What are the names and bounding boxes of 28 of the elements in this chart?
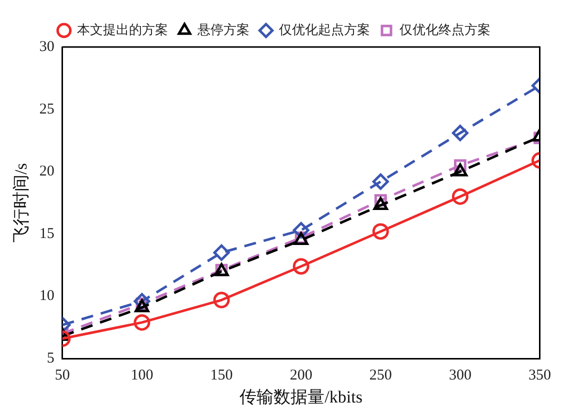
legend-label: 仅优化起点方案 (279, 22, 370, 37)
point (452, 188, 468, 205)
x-axis-title: 传输数据量/kbits (240, 387, 362, 406)
x-tick-label: 350 (528, 368, 551, 384)
y-tick-label: 5 (46, 350, 54, 367)
y-tick-label: 10 (39, 288, 54, 304)
y-tick-label: 30 (39, 38, 54, 55)
y-tick-label: 15 (39, 226, 54, 242)
point (213, 244, 230, 261)
point (372, 173, 389, 190)
x-tick-label: 50 (54, 368, 70, 384)
point (452, 124, 468, 142)
point (372, 223, 389, 240)
point (373, 197, 388, 210)
point (292, 258, 310, 275)
y-tick-label: 20 (39, 164, 54, 180)
y-axis-title: 飞行时间/s (12, 163, 31, 242)
x-tick-label: 100 (130, 368, 154, 384)
x-tick-label: 150 (210, 368, 233, 384)
x-tick-label: 250 (369, 368, 392, 384)
legend-label: 本文提出的方案 (77, 22, 168, 37)
legend-label: 仅优化终点方案 (400, 22, 490, 37)
y-tick-label: 25 (39, 101, 54, 118)
x-tick-label: 200 (290, 368, 312, 384)
legend-label: 悬停方案 (196, 22, 250, 37)
point (134, 314, 150, 331)
x-tick-label: 300 (448, 368, 472, 384)
point (213, 292, 230, 308)
